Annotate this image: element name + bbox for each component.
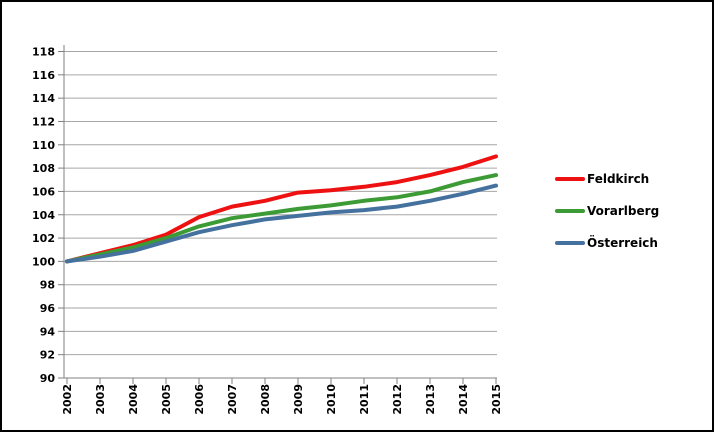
x-tick-label: 2006 <box>193 384 206 415</box>
legend-item-sterreich: Österreich <box>555 231 658 255</box>
y-tick-label: 100 <box>32 255 55 268</box>
x-tick-label: 2005 <box>160 384 173 415</box>
legend-swatch-icon <box>555 241 585 245</box>
legend-label: Feldkirch <box>587 172 650 186</box>
y-tick-label: 102 <box>32 232 55 245</box>
y-tick-label: 92 <box>40 349 55 362</box>
x-tick-label: 2014 <box>457 384 470 415</box>
legend-swatch-icon <box>555 209 585 213</box>
x-tick-label: 2007 <box>226 384 239 415</box>
y-tick-label: 104 <box>32 209 55 222</box>
x-tick-label: 2013 <box>424 384 437 415</box>
y-tick-label: 106 <box>32 185 55 198</box>
x-tick-label: 2009 <box>292 384 305 415</box>
series-line-feldkirch <box>65 154 498 264</box>
y-tick-label: 114 <box>32 92 55 105</box>
x-tick-label: 2003 <box>94 384 107 415</box>
x-tick-label: 2010 <box>325 384 338 415</box>
x-tick-label: 2008 <box>259 384 272 415</box>
y-tick-label: 110 <box>32 139 55 152</box>
series-line-sterreich <box>65 183 498 264</box>
x-tick-label: 2015 <box>490 384 503 415</box>
x-tick-label: 2012 <box>391 384 404 415</box>
y-tick-label: 108 <box>32 162 55 175</box>
y-tick-label: 96 <box>40 302 56 315</box>
x-tick-label: 2004 <box>127 384 140 415</box>
legend-swatch-icon <box>555 177 585 181</box>
y-tick-label: 112 <box>32 115 55 128</box>
series-line-vorarlberg <box>65 173 498 264</box>
legend-item-feldkirch: Feldkirch <box>555 167 649 191</box>
legend-label: Vorarlberg <box>587 204 660 218</box>
x-tick-label: 2002 <box>61 384 74 415</box>
y-tick-label: 98 <box>40 279 55 292</box>
x-tick-label: 2011 <box>358 384 371 415</box>
legend-item-vorarlberg: Vorarlberg <box>555 199 659 223</box>
y-tick-label: 118 <box>32 46 55 59</box>
y-tick-label: 116 <box>32 69 55 82</box>
y-tick-label: 90 <box>40 372 56 385</box>
y-tick-label: 94 <box>40 325 56 338</box>
legend-label: Österreich <box>587 236 658 250</box>
